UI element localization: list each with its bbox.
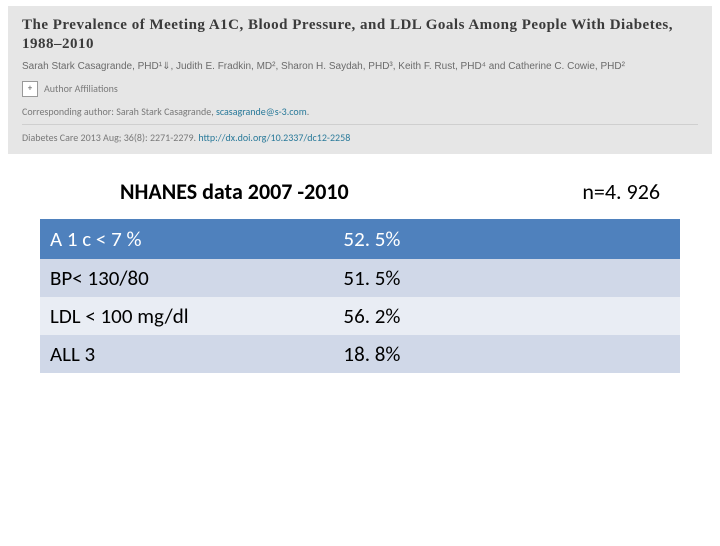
citation-line: Diabetes Care 2013 Aug; 36(8): 2271-2279… xyxy=(22,131,698,144)
results-table: A 1 c < 7 % 52. 5% BP< 130/80 51. 5% LDL… xyxy=(40,219,680,373)
table-row: BP< 130/80 51. 5% xyxy=(40,258,680,297)
article-title: The Prevalence of Meeting A1C, Blood Pre… xyxy=(22,16,698,54)
corresp-prefix: Corresponding author: Sarah Stark Casagr… xyxy=(22,105,216,118)
citation-prefix: Diabetes Care 2013 Aug; 36(8): 2271-2279… xyxy=(22,131,198,144)
author-affiliations-row: + Author Affiliations xyxy=(22,81,698,97)
table-row: ALL 3 18. 8% xyxy=(40,335,680,373)
row-label: BP< 130/80 xyxy=(40,258,333,297)
affiliations-label: Author Affiliations xyxy=(44,82,118,95)
article-authors: Sarah Stark Casagrande, PHD¹⇓, Judith E.… xyxy=(22,60,698,73)
expand-icon[interactable]: + xyxy=(22,81,38,97)
row-value: 18. 8% xyxy=(333,335,680,373)
row-label: A 1 c < 7 % xyxy=(40,219,333,258)
sample-size: n=4. 926 xyxy=(582,178,660,205)
row-value: 52. 5% xyxy=(333,219,680,258)
row-label: ALL 3 xyxy=(40,335,333,373)
row-label: LDL < 100 mg/dl xyxy=(40,297,333,335)
row-value: 51. 5% xyxy=(333,258,680,297)
table-caption: NHANES data 2007 -2010 xyxy=(120,178,349,205)
table-row: LDL < 100 mg/dl 56. 2% xyxy=(40,297,680,335)
doi-link[interactable]: http://dx.doi.org/10.2337/dc12-2258 xyxy=(198,131,350,144)
caption-row: NHANES data 2007 -2010 n=4. 926 xyxy=(40,178,680,205)
table-row: A 1 c < 7 % 52. 5% xyxy=(40,219,680,258)
corresp-email-link[interactable]: scasagrande@s-3.com xyxy=(216,105,307,118)
corresp-suffix: . xyxy=(307,105,310,118)
corresponding-author: Corresponding author: Sarah Stark Casagr… xyxy=(22,105,698,118)
divider xyxy=(22,124,698,125)
row-value: 56. 2% xyxy=(333,297,680,335)
citation-header: The Prevalence of Meeting A1C, Blood Pre… xyxy=(8,6,712,154)
